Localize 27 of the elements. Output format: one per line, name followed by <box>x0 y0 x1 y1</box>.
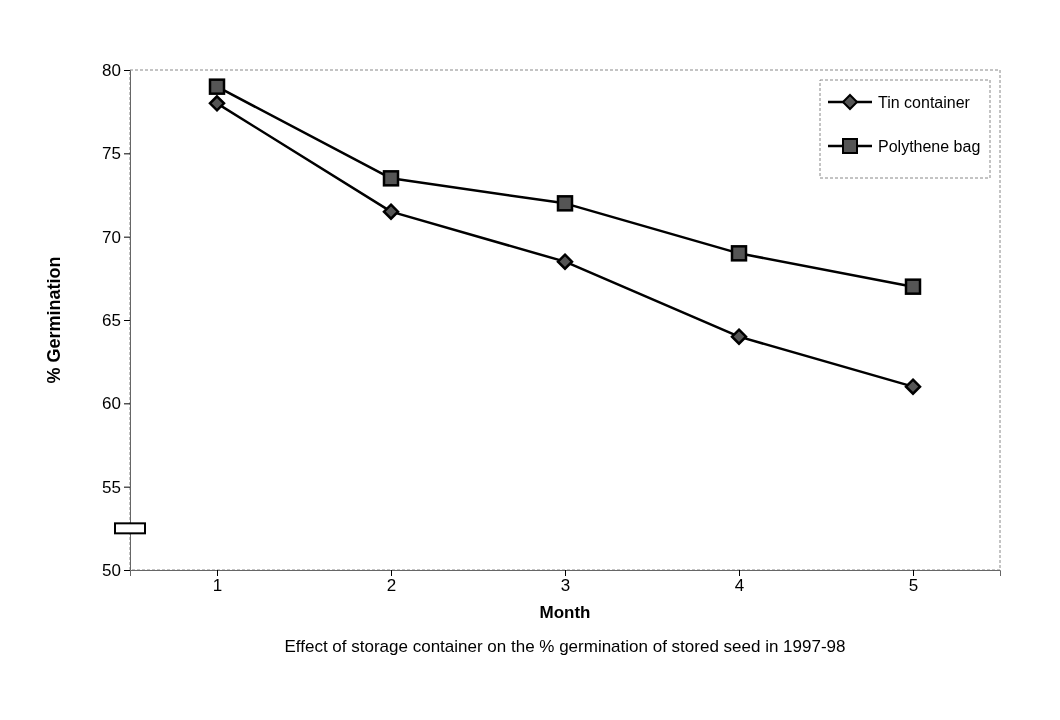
legend-label: Tin container <box>878 94 971 111</box>
x-tick-label: 5 <box>908 576 919 596</box>
point <box>382 170 400 187</box>
point <box>730 328 748 345</box>
y-tick-label: 80 <box>102 60 121 80</box>
x-tick-label: 1 <box>212 576 223 596</box>
point <box>556 195 574 212</box>
x-tick-label: 4 <box>734 576 745 596</box>
point <box>904 278 922 295</box>
x-tick-label: 2 <box>386 576 397 596</box>
y-tick-label: 50 <box>102 560 121 580</box>
point <box>382 203 400 220</box>
point <box>556 253 574 270</box>
text: Effect of storage container on the % germination of stored seed in 1997-98 <box>284 637 846 656</box>
x-tick-label: 3 <box>560 576 571 596</box>
y-tick-label: 60 <box>102 394 121 414</box>
point <box>730 245 748 262</box>
y-axis-title: % Germination <box>44 256 64 384</box>
y-tick-label: 75 <box>102 144 121 164</box>
point <box>904 378 922 395</box>
y-tick-label: 70 <box>102 227 121 247</box>
x-axis-title: Month <box>539 603 591 622</box>
y-tick-label: 55 <box>102 477 121 497</box>
point <box>208 95 226 112</box>
y-tick-label: 65 <box>102 310 121 330</box>
legend-label: Polythene bag <box>878 138 981 155</box>
point <box>208 78 226 95</box>
